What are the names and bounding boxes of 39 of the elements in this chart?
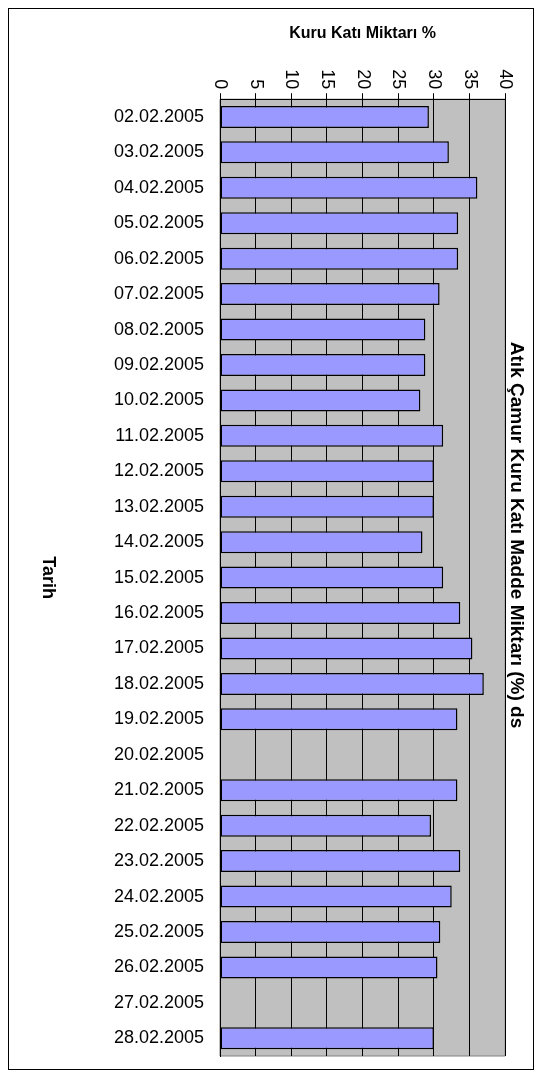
y-tick-label: 04.02.2005 xyxy=(113,176,204,197)
x-tick-label: 25 xyxy=(389,69,410,90)
y-tick-label: 10.02.2005 xyxy=(113,389,204,410)
y-tick-label: 14.02.2005 xyxy=(113,531,204,552)
y-tick-label: 15.02.2005 xyxy=(113,566,204,587)
y-tick-label: 20.02.2005 xyxy=(113,743,204,764)
y-tick-label: 19.02.2005 xyxy=(113,708,204,729)
y-tick-label: 27.02.2005 xyxy=(113,991,204,1012)
x-tick-label: 35 xyxy=(460,69,481,90)
y-tick-label: 05.02.2005 xyxy=(113,212,204,233)
y-tick-label: 02.02.2005 xyxy=(113,105,204,126)
y-tick-label: 06.02.2005 xyxy=(113,247,204,268)
y-tick-label: 12.02.2005 xyxy=(113,460,204,481)
x-tick-label: 15 xyxy=(317,69,338,90)
y-tick-label: 25.02.2005 xyxy=(113,920,204,941)
y-tick-label: 03.02.2005 xyxy=(113,141,204,162)
y-tick-label: 07.02.2005 xyxy=(113,283,204,304)
y-tick-label: 26.02.2005 xyxy=(113,956,204,977)
x-tick-label: 30 xyxy=(424,69,445,90)
y-tick-label: 18.02.2005 xyxy=(113,672,204,693)
x-tick-label: 20 xyxy=(353,69,374,90)
y-tick-label: 23.02.2005 xyxy=(113,850,204,871)
y-tick-label: 21.02.2005 xyxy=(113,779,204,800)
x-tick-label: 10 xyxy=(282,69,303,90)
y-tick-label: 16.02.2005 xyxy=(113,602,204,623)
text: Atık Çamur Kuru Katı Madde Miktarı (%) ds xyxy=(507,341,529,729)
x-tick-label: 40 xyxy=(496,69,517,90)
y-axis-title: Tarih xyxy=(39,556,60,599)
x-axis-title: Kuru Katı Miktarı % xyxy=(289,24,436,42)
y-tick-label: 22.02.2005 xyxy=(113,814,204,835)
y-tick-label: 13.02.2005 xyxy=(113,495,204,516)
y-tick-label: 08.02.2005 xyxy=(113,318,204,339)
x-tick-label: 5 xyxy=(246,79,267,90)
x-tick-label: 0 xyxy=(211,79,232,90)
y-tick-label: 24.02.2005 xyxy=(113,885,204,906)
y-tick-label: 28.02.2005 xyxy=(113,1027,204,1048)
y-tick-label: 09.02.2005 xyxy=(113,353,204,374)
y-tick-label: 11.02.2005 xyxy=(115,424,204,445)
y-tick-label: 17.02.2005 xyxy=(113,637,204,658)
